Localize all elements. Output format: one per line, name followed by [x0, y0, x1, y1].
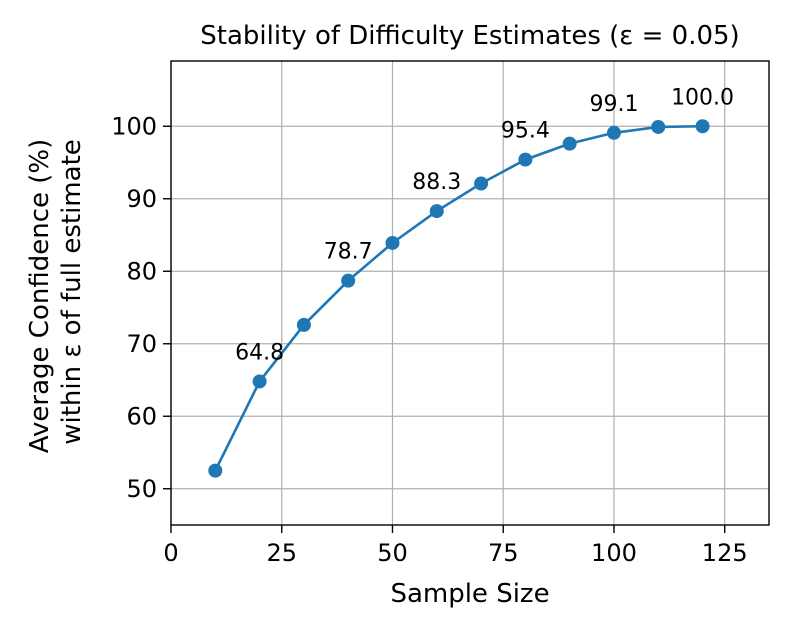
data-point — [518, 152, 533, 167]
data-point — [606, 125, 621, 140]
data-point — [208, 463, 223, 478]
data-label: 99.1 — [589, 92, 638, 117]
x-tick-label: 0 — [163, 539, 178, 567]
y-tick-label: 100 — [111, 112, 157, 140]
data-label: 95.4 — [501, 119, 550, 144]
data-label: 100.0 — [671, 85, 734, 110]
series-line — [214, 124, 703, 472]
x-tick-label: 50 — [377, 539, 408, 567]
y-axis-label-line1: Average Confidence (%) — [25, 139, 55, 453]
x-tick-label: 75 — [488, 539, 519, 567]
data-point — [695, 119, 710, 134]
grid — [170, 61, 769, 525]
data-point — [429, 204, 444, 219]
data-labels: 64.8 78.7 88.3 95.4 99.1 100.0 — [235, 85, 734, 365]
data-point — [341, 273, 356, 288]
y-tick-label: 90 — [126, 185, 157, 213]
data-point — [651, 119, 666, 134]
x-tick-label: 125 — [702, 539, 748, 567]
y-tick-label: 80 — [126, 257, 157, 285]
y-axis-label-line2: within ε of full estimate — [57, 139, 87, 445]
data-label: 88.3 — [412, 170, 461, 195]
y-tick-label: 50 — [126, 475, 157, 503]
data-point — [385, 235, 400, 250]
axis-ticks: 0 25 50 75 100 125 50 60 70 80 90 100 — [111, 112, 747, 567]
data-points — [208, 119, 710, 478]
chart-title: Stability of Difficulty Estimates (ε = 0… — [200, 21, 739, 51]
data-label: 64.8 — [235, 340, 284, 365]
data-point — [296, 317, 311, 332]
y-tick-label: 70 — [126, 330, 157, 358]
data-point — [474, 176, 489, 191]
x-axis-label: Sample Size — [390, 579, 549, 609]
x-tick-label: 25 — [266, 539, 297, 567]
data-point — [252, 374, 267, 389]
y-tick-label: 60 — [126, 402, 157, 430]
data-point — [562, 136, 577, 151]
series-line-group — [214, 124, 703, 472]
x-tick-label: 100 — [591, 539, 637, 567]
plot-frame — [170, 60, 770, 526]
data-label: 78.7 — [324, 240, 373, 265]
